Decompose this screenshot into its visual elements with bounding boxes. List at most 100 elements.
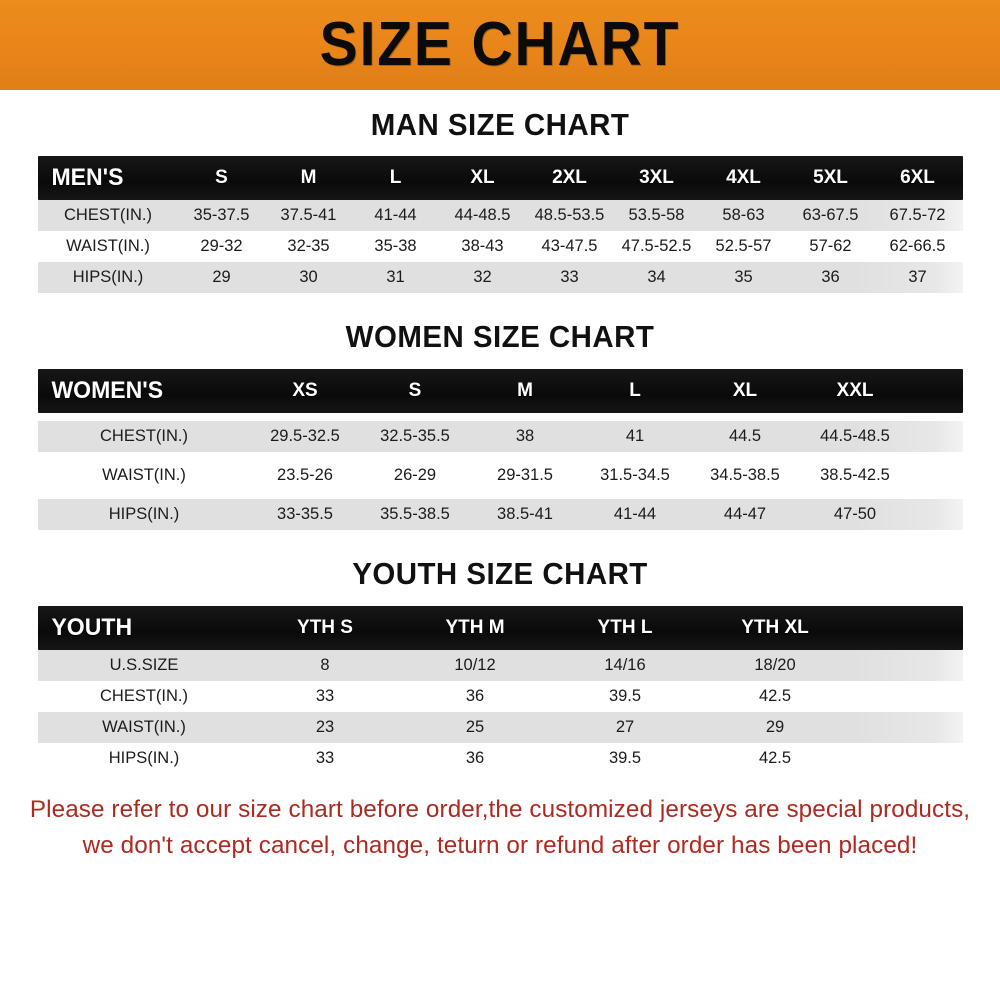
cell-value: 10/12 <box>454 656 496 674</box>
cell-value: 27 <box>615 718 635 736</box>
men-corner-label: MEN'S <box>51 164 124 191</box>
cell-value: 32-35 <box>287 237 330 255</box>
policy-line-1: Please refer to our size chart before or… <box>29 796 971 823</box>
table-row: HIPS(IN.) 33-35.5 35.5-38.5 38.5-41 41-4… <box>38 499 963 530</box>
table-header-row: YOUTH YTH S YTH M YTH L YTH XL <box>38 606 963 650</box>
cell-value: 47.5-52.5 <box>621 237 692 255</box>
cell-value: 36 <box>821 268 840 286</box>
cell-value: 35.5-38.5 <box>380 505 450 523</box>
women-size-header: XXL <box>836 380 874 401</box>
women-section-title: WOMEN SIZE CHART <box>345 319 655 354</box>
row-label: U.S.SIZE <box>109 656 179 674</box>
cell-value: 32 <box>473 268 492 286</box>
row-label: HIPS(IN.) <box>108 505 180 523</box>
women-corner-label: WOMEN'S <box>51 377 164 404</box>
row-label: WAIST(IN.) <box>102 718 186 736</box>
cell-value: 37.5-41 <box>280 206 337 224</box>
row-label: CHEST(IN.) <box>64 206 152 224</box>
cell-value: 35-37.5 <box>193 206 250 224</box>
women-size-header: XL <box>732 380 758 401</box>
men-size-header: 6XL <box>900 167 935 188</box>
cell-value: 62-66.5 <box>889 237 946 255</box>
cell-value: 52.5-57 <box>715 237 772 255</box>
cell-value: 39.5 <box>608 749 642 767</box>
table-row: CHEST(IN.) 29.5-32.5 32.5-35.5 38 41 44.… <box>38 421 963 452</box>
row-spacer <box>38 452 963 460</box>
row-spacer <box>38 413 963 421</box>
cell-value: 32.5-35.5 <box>380 427 450 445</box>
cell-value: 57-62 <box>809 237 852 255</box>
women-size-header: M <box>517 380 533 401</box>
cell-value: 31.5-34.5 <box>600 466 670 484</box>
youth-size-header: YTH M <box>445 617 505 638</box>
cell-value: 29 <box>212 268 231 286</box>
row-label: WAIST(IN.) <box>66 237 150 255</box>
cell-value: 36 <box>465 687 485 705</box>
men-size-section: MAN SIZE CHART MEN'S S M L XL 2XL 3XL 4X… <box>0 90 1000 293</box>
cell-value: 29-31.5 <box>497 466 553 484</box>
table-row: WAIST(IN.) 23.5-26 26-29 29-31.5 31.5-34… <box>38 460 963 491</box>
youth-corner-label: YOUTH <box>51 614 133 641</box>
cell-value: 29-32 <box>200 237 243 255</box>
women-size-header: XS <box>292 380 318 401</box>
table-row: WAIST(IN.) 29-32 32-35 35-38 38-43 43-47… <box>38 231 963 262</box>
row-label: CHEST(IN.) <box>100 687 188 705</box>
table-row: HIPS(IN.) 29 30 31 32 33 34 35 36 37 <box>38 262 963 293</box>
men-size-header: XL <box>470 167 495 188</box>
cell-value: 33 <box>315 749 335 767</box>
cell-value: 38.5-42.5 <box>820 466 890 484</box>
men-section-title: MAN SIZE CHART <box>370 107 630 142</box>
cell-value: 67.5-72 <box>889 206 946 224</box>
policy-line-2: we don't accept cancel, change, teturn o… <box>82 832 918 859</box>
cell-value: 23.5-26 <box>277 466 333 484</box>
cell-value: 35-38 <box>374 237 417 255</box>
cell-value: 35 <box>734 268 753 286</box>
table-row: HIPS(IN.) 33 36 39.5 42.5 <box>38 743 963 774</box>
youth-size-table: YOUTH YTH S YTH M YTH L YTH XL U.S.SIZE … <box>38 606 963 774</box>
return-policy-note: Please refer to our size chart before or… <box>25 792 975 864</box>
men-size-header: 2XL <box>552 167 587 188</box>
cell-value: 63-67.5 <box>802 206 859 224</box>
women-size-table: WOMEN'S XS S M L XL XXL CHEST(IN.) 29.5-… <box>38 369 963 530</box>
cell-value: 14/16 <box>604 656 646 674</box>
cell-value: 44-48.5 <box>454 206 511 224</box>
cell-value: 53.5-58 <box>628 206 685 224</box>
row-label: WAIST(IN.) <box>102 466 186 484</box>
cell-value: 31 <box>386 268 405 286</box>
cell-value: 23 <box>315 718 335 736</box>
men-size-header: 3XL <box>639 167 674 188</box>
cell-value: 41 <box>625 427 645 445</box>
cell-value: 29.5-32.5 <box>270 427 340 445</box>
cell-value: 30 <box>299 268 318 286</box>
table-header-row: MEN'S S M L XL 2XL 3XL 4XL 5XL 6XL <box>38 156 963 200</box>
cell-value: 43-47.5 <box>541 237 598 255</box>
cell-value: 44.5-48.5 <box>820 427 890 445</box>
cell-value: 25 <box>465 718 485 736</box>
size-chart-banner: SIZE CHART <box>0 0 1000 90</box>
cell-value: 42.5 <box>758 749 792 767</box>
table-header-row: WOMEN'S XS S M L XL XXL <box>38 369 963 413</box>
cell-value: 44.5 <box>728 427 762 445</box>
men-size-header: 4XL <box>726 167 761 188</box>
youth-size-section: YOUTH SIZE CHART YOUTH YTH S YTH M YTH L… <box>0 530 1000 774</box>
cell-value: 8 <box>320 656 330 674</box>
men-size-header: M <box>300 167 317 188</box>
table-row: CHEST(IN.) 35-37.5 37.5-41 41-44 44-48.5… <box>38 200 963 231</box>
row-label: HIPS(IN.) <box>72 268 144 286</box>
row-spacer <box>38 491 963 499</box>
cell-value: 39.5 <box>608 687 642 705</box>
table-row: U.S.SIZE 8 10/12 14/16 18/20 <box>38 650 963 681</box>
cell-value: 42.5 <box>758 687 792 705</box>
men-size-header: 5XL <box>813 167 848 188</box>
cell-value: 34 <box>647 268 666 286</box>
men-size-table: MEN'S S M L XL 2XL 3XL 4XL 5XL 6XL CHEST… <box>38 156 963 293</box>
cell-value: 34.5-38.5 <box>710 466 780 484</box>
women-size-header: S <box>408 380 422 401</box>
row-label: HIPS(IN.) <box>108 749 180 767</box>
men-size-header: S <box>215 167 228 188</box>
youth-section-title: YOUTH SIZE CHART <box>352 556 648 591</box>
cell-value: 41-44 <box>613 505 657 523</box>
women-size-section: WOMEN SIZE CHART WOMEN'S XS S M L XL XXL… <box>0 293 1000 530</box>
cell-value: 38.5-41 <box>497 505 553 523</box>
women-size-header: L <box>629 380 641 401</box>
